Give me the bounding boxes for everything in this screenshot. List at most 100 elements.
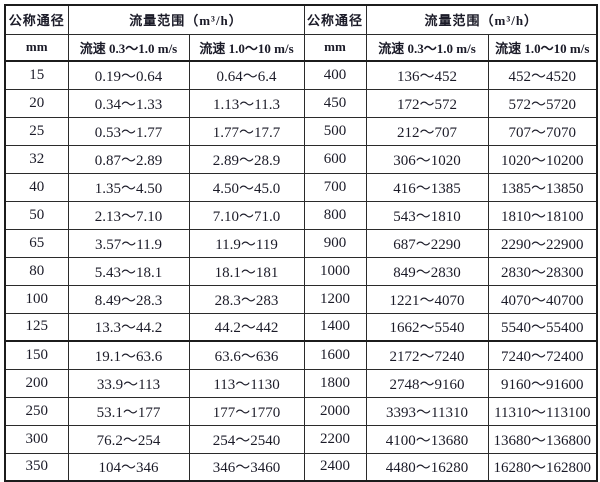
diameter-cell-right: 600 [303,144,367,174]
table-body: 15 0.19～0.64 0.64～6.4 400 136～452 452～4520 20 0… [4,60,598,482]
flow-high-cell-right: 452～4520 [487,60,598,90]
flow-low-cell-left: 8.49～28.3 [67,284,190,314]
flow-low-cell-right: 212～707 [365,116,489,146]
flow-low-cell-left: 13.3～44.2 [67,312,190,342]
flow-high-cell-left: 0.64～6.4 [188,60,305,90]
diameter-cell-right: 2200 [303,424,367,454]
diameter-cell-right: 700 [303,172,367,202]
header-unit-mm-right: mm [303,33,367,62]
flow-high-cell-right: 1020～10200 [487,144,598,174]
diameter-cell-right: 1400 [303,312,367,342]
header-velocity-low-right: 流速 0.3～1.0 m/s [365,33,489,62]
table-row: 150 19.1～63.6 63.6～636 1600 2172～7240 7240～72… [4,340,598,370]
flow-low-cell-right: 4100～13680 [365,424,489,454]
diameter-cell-left: 32 [4,144,69,174]
flow-low-cell-left: 3.57～11.9 [67,228,190,258]
header-velocity-high-right: 流速 1.0～10 m/s [487,33,598,62]
header-velocity-high-left: 流速 1.0～10 m/s [188,33,305,62]
diameter-cell-left: 65 [4,228,69,258]
flow-high-cell-right: 13680～136800 [487,424,598,454]
flow-high-cell-left: 1.77～17.7 [188,116,305,146]
flow-low-cell-right: 172～572 [365,88,489,118]
flow-high-cell-left: 7.10～71.0 [188,200,305,230]
flow-low-cell-right: 136～452 [365,60,489,90]
flow-high-cell-left: 177～1770 [188,396,305,426]
flow-high-cell-right: 16280～162800 [487,452,598,482]
diameter-cell-right: 800 [303,200,367,230]
flow-high-cell-left: 44.2～442 [188,312,305,342]
flow-high-cell-left: 18.1～181 [188,256,305,286]
flow-low-cell-left: 0.34～1.33 [67,88,190,118]
header-row-sub: mm 流速 0.3～1.0 m/s 流速 1.0～10 m/s mm 流速 0.… [4,33,598,62]
diameter-cell-right: 2400 [303,452,367,482]
flow-low-cell-left: 1.35～4.50 [67,172,190,202]
flow-high-cell-right: 2290～22900 [487,228,598,258]
diameter-cell-left: 250 [4,396,69,426]
flow-high-cell-right: 9160～91600 [487,368,598,398]
flow-high-cell-left: 2.89～28.9 [188,144,305,174]
flow-low-cell-right: 3393～11310 [365,396,489,426]
diameter-cell-right: 1200 [303,284,367,314]
table-row: 80 5.43～18.1 18.1～181 1000 849～2830 2830～2830… [4,256,598,286]
diameter-cell-left: 125 [4,312,69,342]
flow-low-cell-left: 5.43～18.1 [67,256,190,286]
table-row: 20 0.34～1.33 1.13～11.3 450 172～572 572～5720 [4,88,598,118]
table-row: 25 0.53～1.77 1.77～17.7 500 212～707 707～7070 [4,116,598,146]
table-row: 250 53.1～177 177～1770 2000 3393～11310 11310～1… [4,396,598,426]
diameter-cell-right: 900 [303,228,367,258]
flow-low-cell-right: 1662～5540 [365,312,489,342]
flow-high-cell-right: 707～7070 [487,116,598,146]
diameter-cell-left: 300 [4,424,69,454]
flow-low-cell-right: 2748～9160 [365,368,489,398]
flow-low-cell-right: 4480～16280 [365,452,489,482]
header-flow-range-left: 流量范围（m³/h） [67,4,305,35]
flow-range-table: 公称通径 流量范围（m³/h） 公称通径 流量范围（m³/h） mm 流速 0.… [4,4,599,482]
diameter-cell-left: 40 [4,172,69,202]
diameter-cell-right: 1000 [303,256,367,286]
table-row: 200 33.9～113 113～1130 1800 2748～9160 9160～916… [4,368,598,398]
diameter-cell-right: 1800 [303,368,367,398]
flow-high-cell-right: 1385～13850 [487,172,598,202]
flow-high-cell-right: 1810～18100 [487,200,598,230]
flow-high-cell-left: 11.9～119 [188,228,305,258]
flow-low-cell-right: 1221～4070 [365,284,489,314]
diameter-cell-right: 2000 [303,396,367,426]
flow-low-cell-left: 0.87～2.89 [67,144,190,174]
flow-high-cell-right: 2830～28300 [487,256,598,286]
flow-low-cell-right: 306～1020 [365,144,489,174]
flow-low-cell-right: 416～1385 [365,172,489,202]
flow-high-cell-right: 4070～40700 [487,284,598,314]
diameter-cell-left: 20 [4,88,69,118]
flow-high-cell-right: 5540～55400 [487,312,598,342]
flow-low-cell-left: 53.1～177 [67,396,190,426]
header-unit-mm-left: mm [4,33,69,62]
flow-high-cell-left: 1.13～11.3 [188,88,305,118]
header-diameter-left: 公称通径 [4,4,69,35]
flow-high-cell-right: 572～5720 [487,88,598,118]
flow-high-cell-left: 4.50～45.0 [188,172,305,202]
diameter-cell-left: 80 [4,256,69,286]
flow-low-cell-right: 2172～7240 [365,340,489,370]
table-row: 15 0.19～0.64 0.64～6.4 400 136～452 452～4520 [4,60,598,90]
header-velocity-low-left: 流速 0.3～1.0 m/s [67,33,190,62]
diameter-cell-right: 500 [303,116,367,146]
diameter-cell-left: 100 [4,284,69,314]
table-row: 65 3.57～11.9 11.9～119 900 687～2290 2290～22900 [4,228,598,258]
flow-high-cell-left: 346～3460 [188,452,305,482]
table-row: 125 13.3～44.2 44.2～442 1400 1662～5540 5540～55… [4,312,598,342]
table-row: 32 0.87～2.89 2.89～28.9 600 306～1020 1020～1020… [4,144,598,174]
flow-high-cell-left: 28.3～283 [188,284,305,314]
diameter-cell-right: 1600 [303,340,367,370]
flow-high-cell-left: 63.6～636 [188,340,305,370]
diameter-cell-left: 150 [4,340,69,370]
flow-low-cell-left: 33.9～113 [67,368,190,398]
diameter-cell-left: 15 [4,60,69,90]
diameter-cell-left: 200 [4,368,69,398]
flow-low-cell-right: 687～2290 [365,228,489,258]
header-flow-range-right: 流量范围（m³/h） [365,4,598,35]
table-row: 40 1.35～4.50 4.50～45.0 700 416～1385 1385～1385… [4,172,598,202]
flow-high-cell-left: 113～1130 [188,368,305,398]
flow-low-cell-left: 19.1～63.6 [67,340,190,370]
flow-low-cell-left: 104～346 [67,452,190,482]
